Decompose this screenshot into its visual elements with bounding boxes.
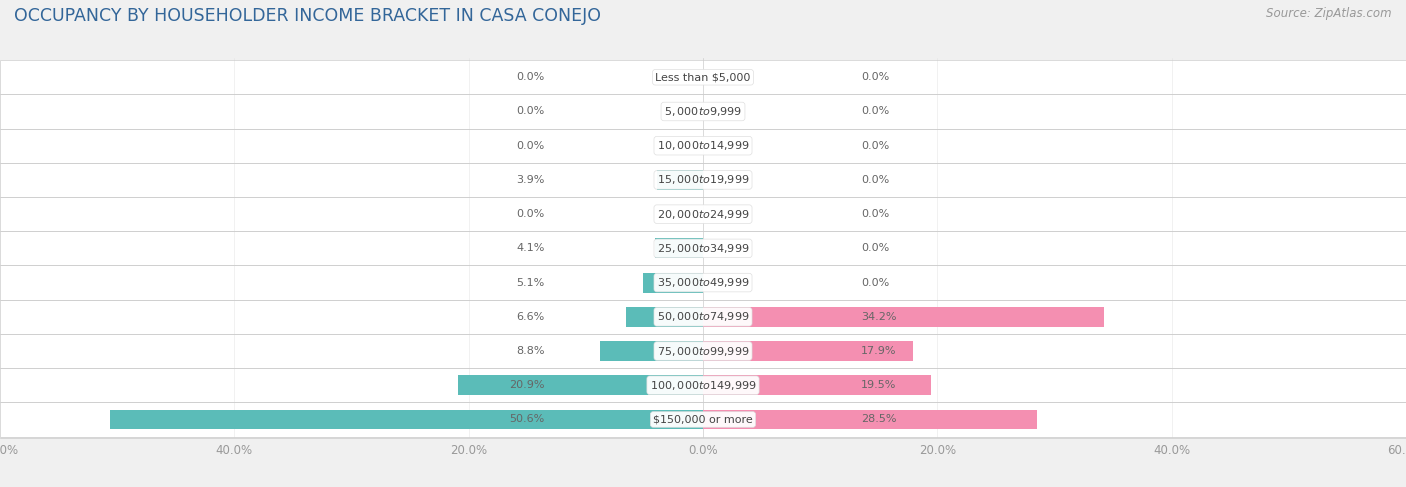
Text: 6.6%: 6.6% [516, 312, 546, 322]
Bar [0, 60, 1406, 94]
Text: 0.0%: 0.0% [860, 175, 890, 185]
Text: 5.1%: 5.1% [516, 278, 546, 288]
Bar [703, 307, 1104, 327]
Text: 0.0%: 0.0% [860, 141, 890, 150]
Bar [0, 300, 1406, 334]
Text: 0.0%: 0.0% [516, 209, 546, 219]
Bar [600, 341, 703, 361]
Text: $25,000 to $34,999: $25,000 to $34,999 [657, 242, 749, 255]
Text: 0.0%: 0.0% [516, 141, 546, 150]
Text: $15,000 to $19,999: $15,000 to $19,999 [657, 173, 749, 187]
Text: 4.1%: 4.1% [516, 244, 546, 253]
Text: 19.5%: 19.5% [860, 380, 897, 390]
Bar [0, 402, 1406, 436]
Text: 28.5%: 28.5% [860, 414, 897, 425]
Bar [0, 300, 1406, 334]
Text: $75,000 to $99,999: $75,000 to $99,999 [657, 344, 749, 357]
Bar [703, 341, 912, 361]
Bar [0, 402, 1406, 436]
Bar [0, 163, 1406, 197]
Bar [0, 368, 1406, 402]
Text: $150,000 or more: $150,000 or more [654, 414, 752, 425]
Bar [0, 60, 1406, 94]
Text: 0.0%: 0.0% [516, 72, 546, 82]
Text: 0.0%: 0.0% [860, 278, 890, 288]
Bar [657, 170, 703, 190]
Bar [703, 410, 1038, 430]
Text: 0.0%: 0.0% [516, 107, 546, 116]
Text: Less than $5,000: Less than $5,000 [655, 72, 751, 82]
Text: $100,000 to $149,999: $100,000 to $149,999 [650, 379, 756, 392]
Text: 50.6%: 50.6% [509, 414, 546, 425]
Bar [0, 334, 1406, 368]
Text: 0.0%: 0.0% [860, 209, 890, 219]
Text: 0.0%: 0.0% [860, 72, 890, 82]
Bar [0, 231, 1406, 265]
Bar [655, 239, 703, 258]
Text: $20,000 to $24,999: $20,000 to $24,999 [657, 207, 749, 221]
Bar [703, 375, 932, 395]
Bar [110, 410, 703, 430]
Bar [626, 307, 703, 327]
Bar [644, 273, 703, 293]
Text: OCCUPANCY BY HOUSEHOLDER INCOME BRACKET IN CASA CONEJO: OCCUPANCY BY HOUSEHOLDER INCOME BRACKET … [14, 7, 600, 25]
Text: $10,000 to $14,999: $10,000 to $14,999 [657, 139, 749, 152]
Bar [0, 197, 1406, 231]
Bar [0, 231, 1406, 265]
Text: 20.9%: 20.9% [509, 380, 546, 390]
Bar [0, 129, 1406, 163]
Bar [0, 265, 1406, 300]
Text: $50,000 to $74,999: $50,000 to $74,999 [657, 310, 749, 323]
Bar [0, 94, 1406, 129]
Text: 0.0%: 0.0% [860, 107, 890, 116]
Bar [458, 375, 703, 395]
Text: Source: ZipAtlas.com: Source: ZipAtlas.com [1267, 7, 1392, 20]
Text: $35,000 to $49,999: $35,000 to $49,999 [657, 276, 749, 289]
Bar [0, 129, 1406, 163]
Text: 8.8%: 8.8% [516, 346, 546, 356]
Bar [0, 163, 1406, 197]
Bar [0, 334, 1406, 368]
Bar [0, 197, 1406, 231]
Text: 3.9%: 3.9% [516, 175, 546, 185]
Bar [0, 265, 1406, 300]
Text: 0.0%: 0.0% [860, 244, 890, 253]
Text: $5,000 to $9,999: $5,000 to $9,999 [664, 105, 742, 118]
Bar [0, 368, 1406, 402]
Bar [0, 94, 1406, 129]
Text: 17.9%: 17.9% [860, 346, 897, 356]
Text: 34.2%: 34.2% [860, 312, 897, 322]
